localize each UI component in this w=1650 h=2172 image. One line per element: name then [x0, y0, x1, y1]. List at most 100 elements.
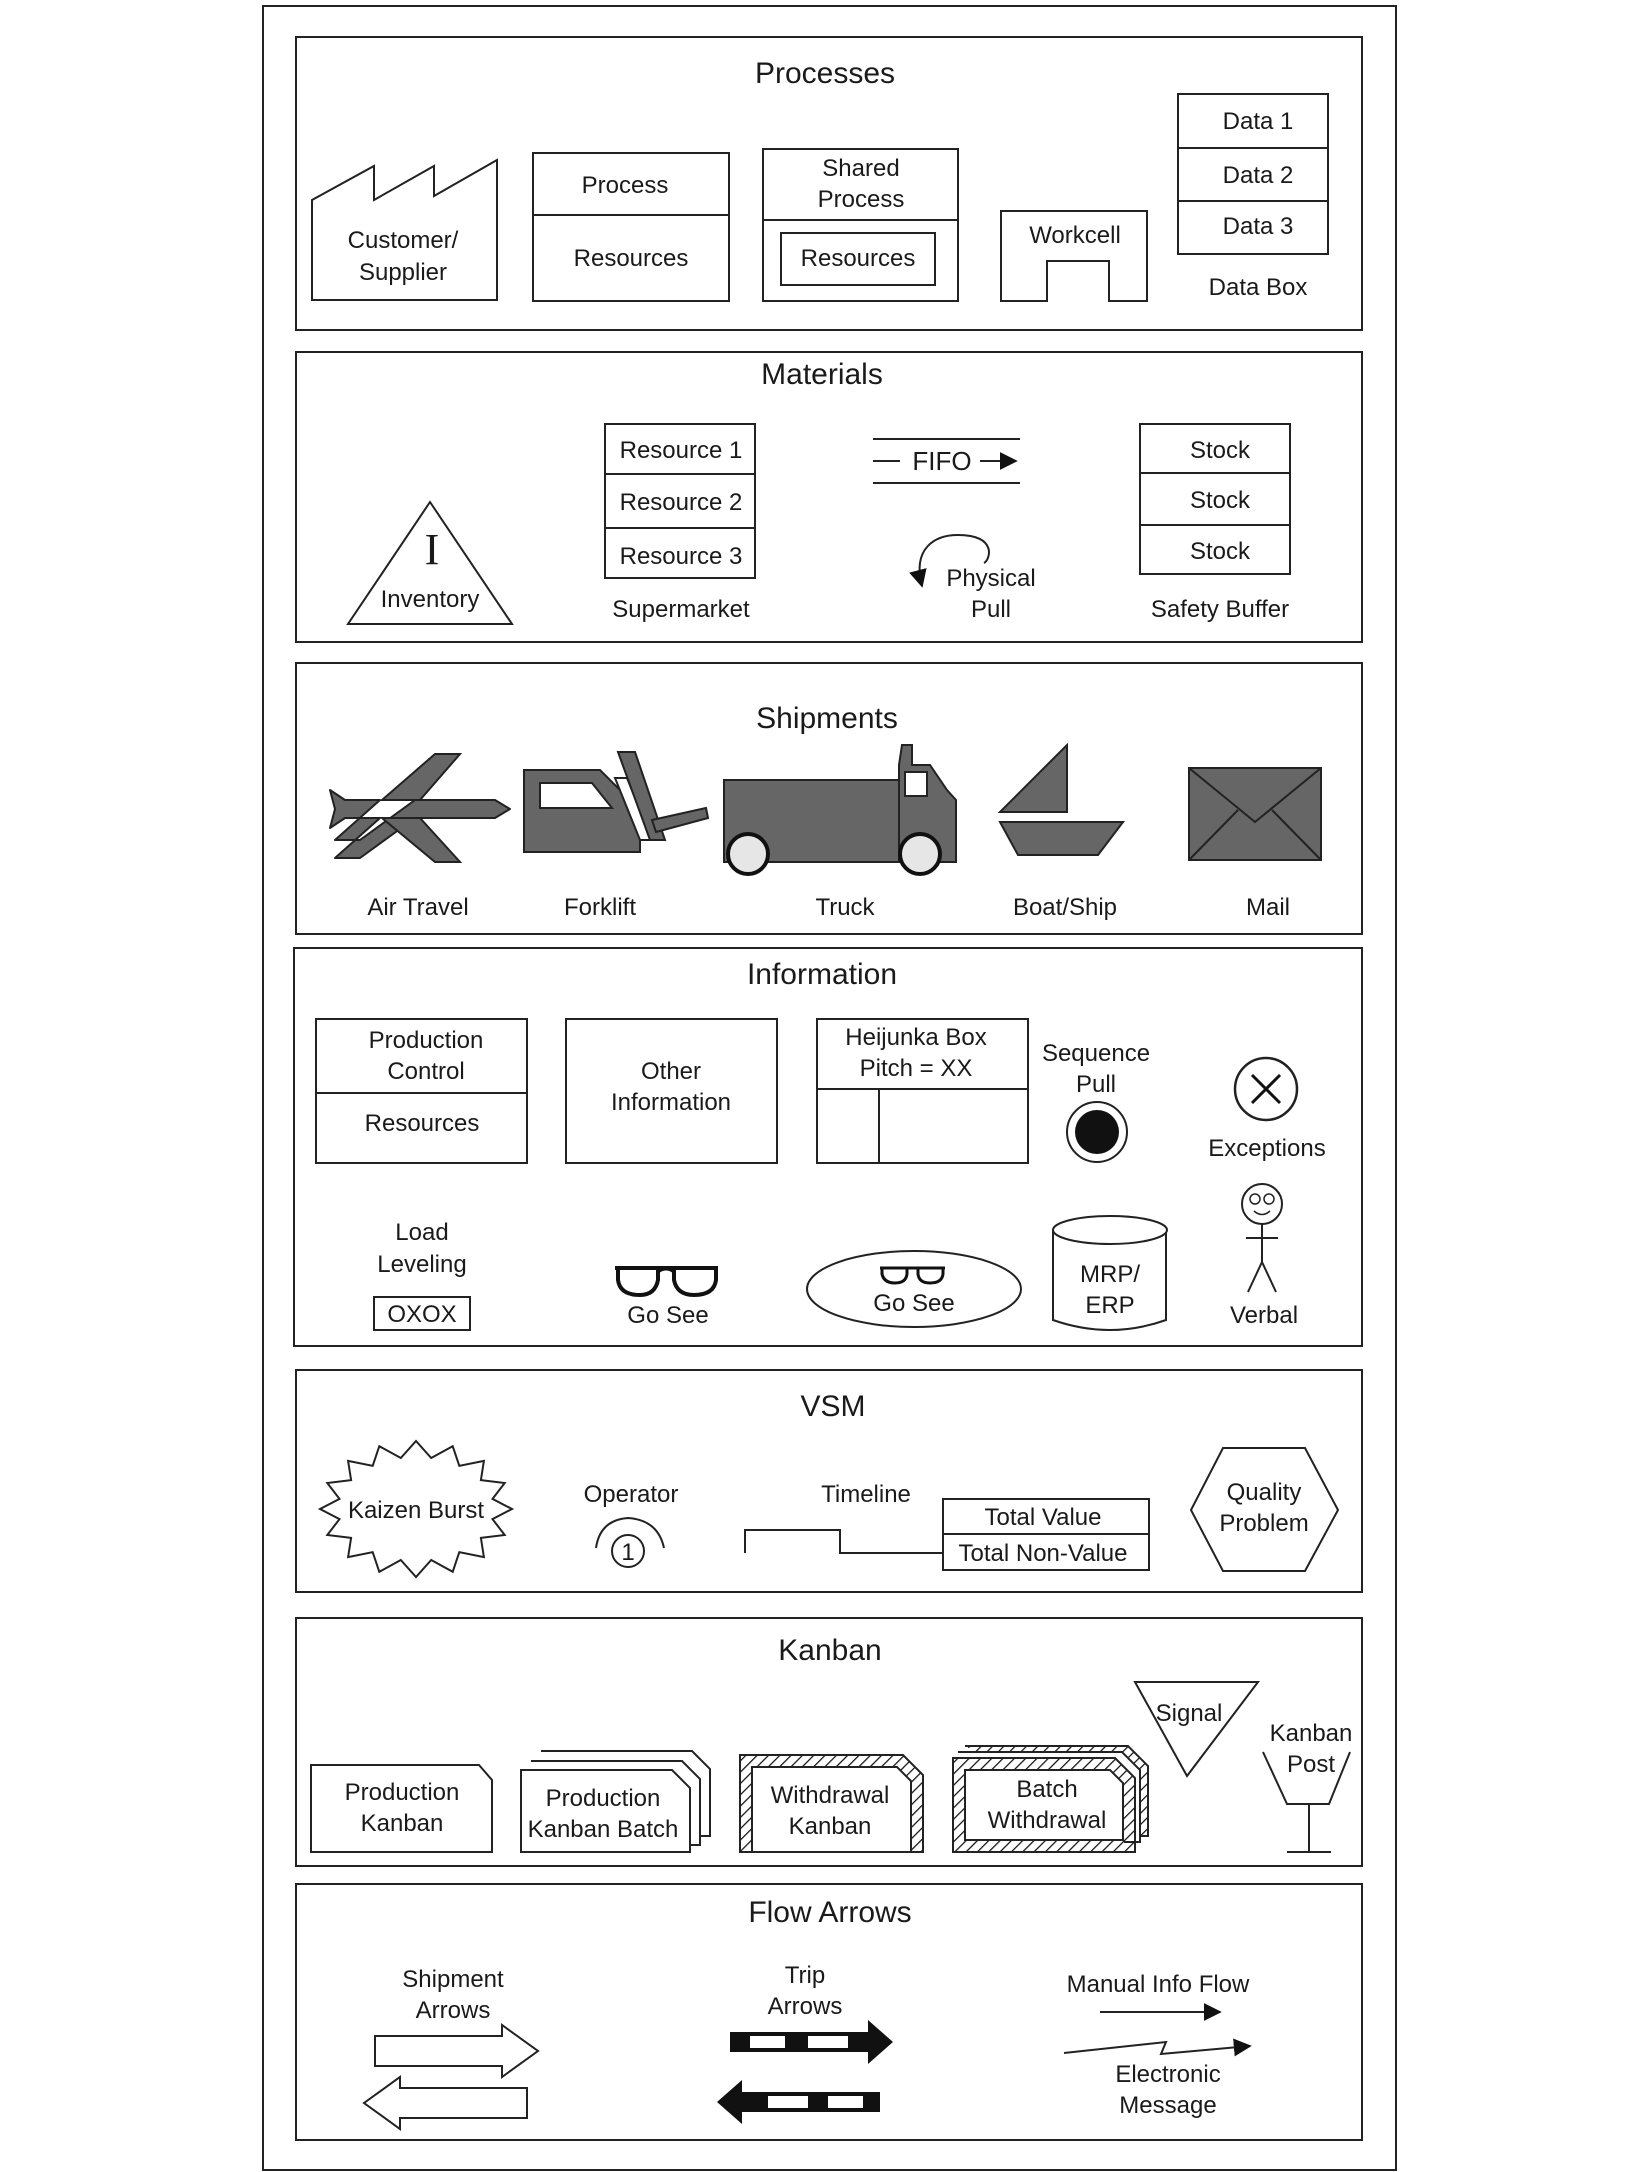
section-frame	[295, 1369, 1363, 1593]
svg-text:Production: Production	[546, 1785, 661, 1812]
svg-text:Customer/: Customer/	[348, 227, 459, 254]
signal-kanban-symbol: Signal	[1133, 1681, 1261, 1778]
svg-text:Resources: Resources	[801, 245, 916, 272]
svg-text:Data 3: Data 3	[1223, 213, 1294, 240]
section-frame	[295, 351, 1363, 643]
svg-text:MRP/: MRP/	[1080, 1261, 1140, 1288]
shipment-arrows-symbol: Shipment Arrows	[362, 1966, 540, 2131]
svg-text:Sequence: Sequence	[1042, 1040, 1150, 1067]
section-flow-arrows: Flow Arrows Shipment Arrows Trip Arrows …	[295, 1883, 1363, 2141]
svg-text:Kaizen Burst: Kaizen Burst	[348, 1497, 484, 1524]
data-box-symbol: Data 1 Data 2 Data 3 Data Box	[1177, 93, 1329, 301]
operator-symbol: Operator 1	[584, 1481, 678, 1568]
withdrawal-kanban-symbol: Withdrawal Kanban	[739, 1754, 924, 1853]
truck-icon: Truck	[723, 744, 957, 921]
svg-text:Post: Post	[1287, 1751, 1335, 1778]
production-kanban-batch-symbol: Production Kanban Batch	[520, 1750, 711, 1853]
mail-icon: Mail	[1188, 767, 1322, 921]
verbal-symbol: Verbal	[1230, 1183, 1298, 1329]
svg-text:Control: Control	[387, 1058, 464, 1085]
shared-process-symbol: Shared Process Resources	[762, 148, 959, 302]
svg-text:Production: Production	[369, 1027, 484, 1054]
svg-text:Load: Load	[395, 1219, 448, 1246]
section-kanban: Kanban Production Kanban Production Kanb…	[295, 1617, 1363, 1867]
svg-text:Data 1: Data 1	[1223, 108, 1294, 135]
svg-text:Timeline: Timeline	[821, 1481, 911, 1508]
svg-text:Resources: Resources	[365, 1110, 480, 1137]
svg-text:Go See: Go See	[627, 1302, 708, 1329]
physical-pull-symbol: Physical Pull	[920, 534, 1036, 623]
svg-text:Kanban Batch: Kanban Batch	[528, 1816, 679, 1843]
section-title: Processes	[755, 57, 895, 90]
svg-text:Data 2: Data 2	[1223, 162, 1294, 189]
svg-text:Pull: Pull	[1076, 1071, 1116, 1098]
svg-text:Exceptions: Exceptions	[1208, 1135, 1325, 1162]
production-kanban-symbol: Production Kanban	[310, 1764, 493, 1853]
svg-text:Physical: Physical	[946, 565, 1035, 592]
section-materials: Materials I Inventory Resource 1 Resourc…	[295, 351, 1363, 643]
svg-text:1: 1	[621, 1539, 634, 1566]
svg-text:Signal: Signal	[1156, 1700, 1223, 1727]
svg-text:Safety Buffer: Safety Buffer	[1151, 596, 1289, 623]
forklift-icon: Forklift	[523, 751, 710, 921]
section-processes: Processes Customer/ Supplier Process Res…	[295, 36, 1363, 331]
svg-text:Pitch = XX: Pitch = XX	[860, 1055, 973, 1082]
svg-text:Supermarket: Supermarket	[612, 596, 750, 623]
svg-text:Information: Information	[611, 1089, 731, 1116]
svg-text:Withdrawal: Withdrawal	[988, 1807, 1107, 1834]
svg-text:Verbal: Verbal	[1230, 1302, 1298, 1329]
section-vsm: VSM Kaizen Burst Operator 1 Timeline Tot…	[295, 1369, 1363, 1593]
svg-text:OXOX: OXOX	[387, 1301, 456, 1328]
trip-arrows-symbol: Trip Arrows	[717, 1962, 893, 2124]
svg-text:Kanban: Kanban	[1270, 1720, 1353, 1747]
other-information-symbol: Other Information	[565, 1018, 778, 1164]
svg-text:Message: Message	[1119, 2092, 1216, 2119]
svg-text:Mail: Mail	[1246, 894, 1290, 921]
svg-text:Arrows: Arrows	[768, 1993, 843, 2020]
section-title: Information	[747, 958, 897, 991]
exceptions-symbol: Exceptions	[1208, 1056, 1326, 1162]
section-frame	[295, 1617, 1363, 1867]
svg-text:Quality: Quality	[1227, 1479, 1302, 1506]
svg-text:Manual Info Flow: Manual Info Flow	[1067, 1971, 1250, 1998]
svg-text:Stock: Stock	[1190, 487, 1251, 514]
outer-frame	[262, 5, 1397, 2171]
workcell-symbol: Workcell	[1000, 210, 1148, 302]
customer-supplier-symbol: Customer/ Supplier	[311, 158, 498, 301]
safety-buffer-symbol: Stock Stock Stock Safety Buffer	[1139, 423, 1291, 623]
production-control-symbol: Production Control Resources	[315, 1018, 528, 1164]
svg-text:Arrows: Arrows	[416, 1997, 491, 2024]
section-frame	[295, 662, 1363, 935]
go-see-symbol: Go See	[615, 1266, 718, 1329]
svg-text:Forklift: Forklift	[564, 894, 636, 921]
glasses-icon	[615, 1266, 718, 1298]
supermarket-symbol: Resource 1 Resource 2 Resource 3 Superma…	[604, 423, 756, 623]
mrp-erp-symbol: MRP/ ERP	[1052, 1215, 1168, 1331]
quality-problem-symbol: Quality Problem	[1189, 1447, 1340, 1572]
svg-text:ERP: ERP	[1085, 1292, 1134, 1319]
svg-text:Shared: Shared	[822, 155, 899, 182]
svg-text:Shipment: Shipment	[402, 1966, 504, 1993]
sequence-pull-symbol: Sequence Pull	[1042, 1040, 1150, 1163]
information-flow-arrows-symbol: Manual Info Flow Electronic Message	[1063, 1971, 1252, 2119]
svg-text:Stock: Stock	[1190, 437, 1251, 464]
boat-icon: Boat/Ship	[997, 742, 1126, 921]
svg-text:Process: Process	[818, 186, 905, 213]
svg-text:Inventory: Inventory	[381, 586, 480, 613]
svg-text:Kanban: Kanban	[361, 1810, 444, 1837]
timeline-symbol: Timeline Total Value Total Non-Value	[744, 1481, 1150, 1571]
svg-text:Truck: Truck	[815, 894, 875, 921]
fifo-symbol: FIFO	[873, 438, 1020, 484]
process-box-symbol: Process Resources	[532, 152, 730, 302]
svg-text:Air Travel: Air Travel	[367, 894, 468, 921]
svg-text:Other: Other	[641, 1058, 701, 1085]
svg-text:Pull: Pull	[971, 596, 1011, 623]
svg-text:Resource 2: Resource 2	[620, 489, 743, 516]
svg-text:Withdrawal: Withdrawal	[771, 1782, 890, 1809]
svg-text:Total Non-Value: Total Non-Value	[959, 1540, 1128, 1567]
section-frame	[295, 36, 1363, 331]
heijunka-box-symbol: Heijunka Box Pitch = XX	[816, 1018, 1029, 1164]
svg-text:Data Box: Data Box	[1209, 274, 1308, 301]
kanban-post-symbol: Kanban Post	[1262, 1720, 1353, 1853]
